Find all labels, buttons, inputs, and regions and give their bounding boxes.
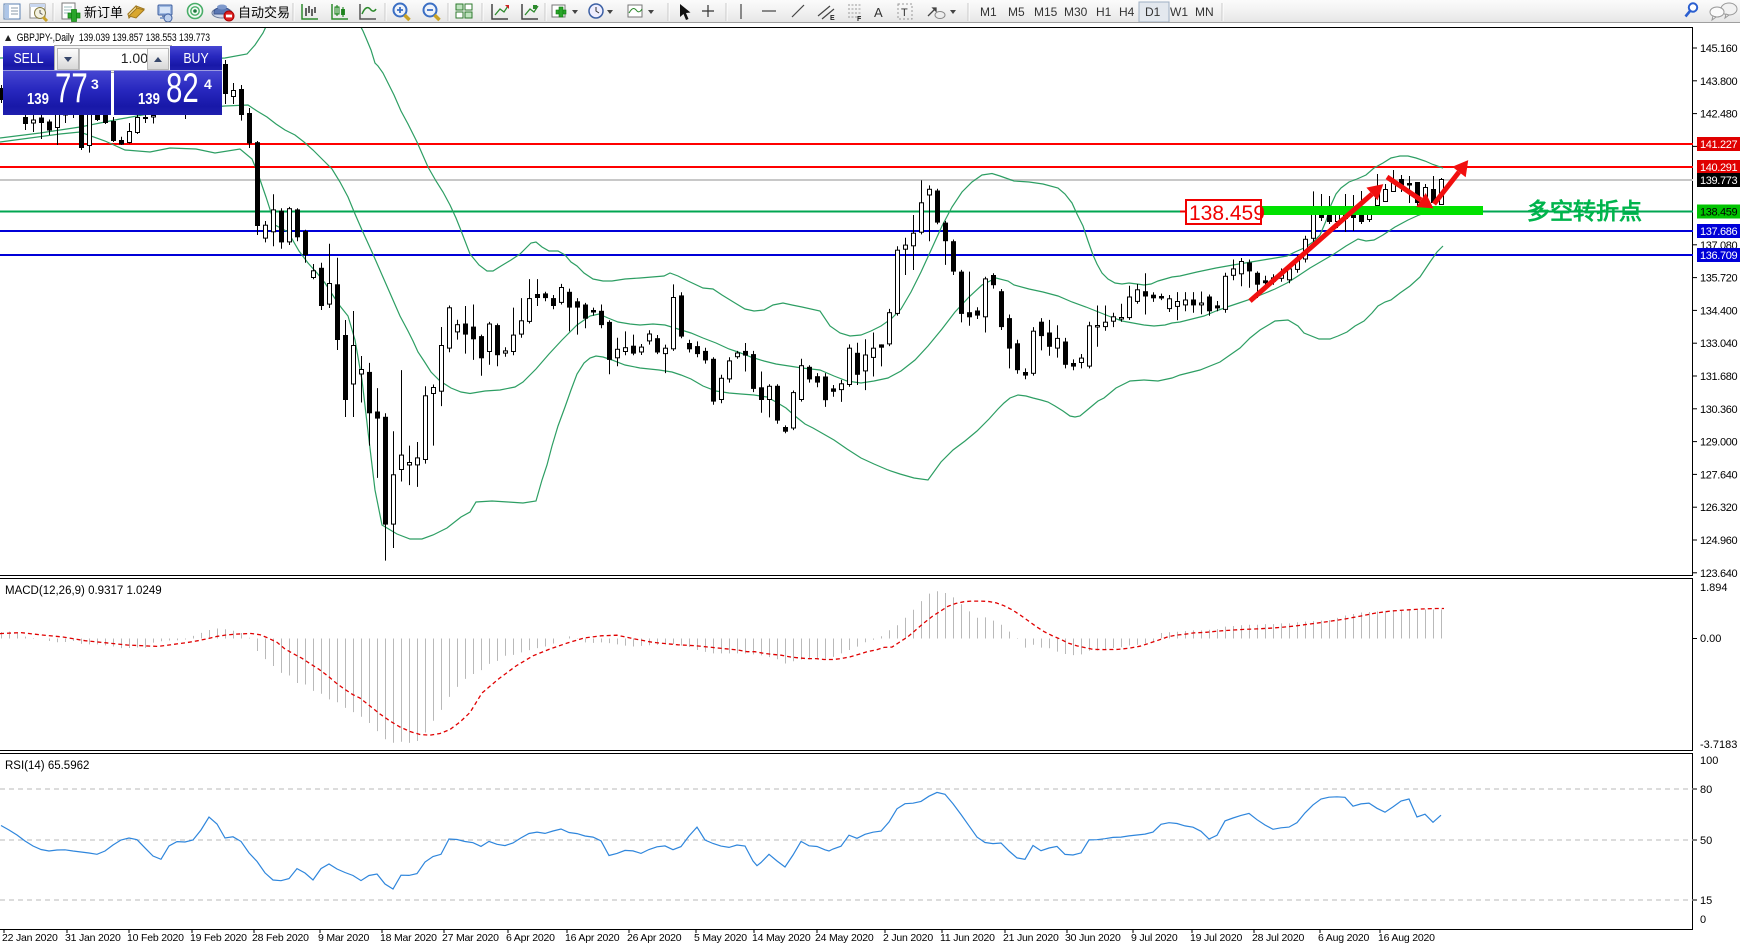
svg-text:0.00: 0.00	[1700, 633, 1721, 645]
svg-text:M30: M30	[1064, 5, 1088, 19]
svg-text:E: E	[830, 15, 835, 22]
svg-text:M5: M5	[1008, 5, 1025, 19]
svg-text:自动交易: 自动交易	[238, 5, 290, 20]
svg-text:D1: D1	[1145, 5, 1161, 19]
svg-text:135.720: 135.720	[1700, 273, 1738, 285]
svg-text:26 Apr 2020: 26 Apr 2020	[627, 932, 682, 944]
svg-text:50: 50	[1700, 835, 1712, 847]
svg-text:133.040: 133.040	[1700, 338, 1738, 350]
svg-text:MACD(12,26,9) 0.9317 1.0249: MACD(12,26,9) 0.9317 1.0249	[5, 585, 162, 597]
svg-text:H4: H4	[1119, 5, 1135, 19]
svg-text:138.459: 138.459	[1700, 207, 1738, 219]
svg-text:80: 80	[1700, 784, 1712, 796]
svg-text:138.459: 138.459	[1189, 202, 1265, 225]
svg-text:11 Jun 2020: 11 Jun 2020	[940, 932, 995, 944]
svg-text:145.160: 145.160	[1700, 43, 1738, 55]
svg-text:A: A	[874, 5, 883, 20]
svg-text:140.291: 140.291	[1700, 162, 1738, 174]
svg-text:141.227: 141.227	[1700, 139, 1738, 151]
svg-text:18 Mar 2020: 18 Mar 2020	[380, 932, 437, 944]
svg-text:22 Jan 2020: 22 Jan 2020	[2, 932, 58, 944]
svg-text:-3.7183: -3.7183	[1700, 739, 1737, 751]
svg-text:27 Mar 2020: 27 Mar 2020	[442, 932, 499, 944]
svg-text:28 Jul 2020: 28 Jul 2020	[1252, 932, 1304, 944]
svg-text:M15: M15	[1034, 5, 1058, 19]
svg-text:10 Feb 2020: 10 Feb 2020	[127, 932, 184, 944]
svg-text:0: 0	[1700, 914, 1706, 926]
svg-text:6 Aug 2020: 6 Aug 2020	[1318, 932, 1369, 944]
svg-text:24 May 2020: 24 May 2020	[815, 932, 874, 944]
svg-text:16 Aug 2020: 16 Aug 2020	[1378, 932, 1435, 944]
svg-text:130.360: 130.360	[1700, 404, 1738, 416]
svg-text:136.709: 136.709	[1700, 250, 1738, 262]
svg-text:19 Jul 2020: 19 Jul 2020	[1190, 932, 1242, 944]
svg-text:123.640: 123.640	[1700, 568, 1738, 580]
svg-text:6 Apr 2020: 6 Apr 2020	[506, 932, 555, 944]
svg-text:RSI(14) 65.5962: RSI(14) 65.5962	[5, 760, 89, 772]
svg-text:5 May 2020: 5 May 2020	[694, 932, 747, 944]
svg-text:T: T	[901, 7, 908, 19]
svg-text:129.000: 129.000	[1700, 437, 1738, 449]
svg-text:131.680: 131.680	[1700, 371, 1738, 383]
svg-text:30 Jun 2020: 30 Jun 2020	[1065, 932, 1121, 944]
svg-text:1.894: 1.894	[1700, 582, 1728, 594]
svg-text:134.400: 134.400	[1700, 305, 1738, 317]
svg-text:MN: MN	[1195, 5, 1214, 19]
svg-text:M1: M1	[980, 5, 997, 19]
svg-text:137.686: 137.686	[1700, 226, 1738, 238]
svg-text:16 Apr 2020: 16 Apr 2020	[565, 932, 620, 944]
svg-text:127.640: 127.640	[1700, 469, 1738, 481]
svg-text:H1: H1	[1096, 5, 1112, 19]
svg-text:28 Feb 2020: 28 Feb 2020	[252, 932, 309, 944]
svg-text:31 Jan 2020: 31 Jan 2020	[65, 932, 121, 944]
svg-text:124.960: 124.960	[1700, 535, 1738, 547]
svg-text:2 Jun 2020: 2 Jun 2020	[883, 932, 933, 944]
svg-text:W1: W1	[1170, 5, 1188, 19]
svg-text:143.800: 143.800	[1700, 76, 1738, 88]
svg-text:126.320: 126.320	[1700, 502, 1738, 514]
svg-text:15: 15	[1700, 895, 1712, 907]
svg-text:新订单: 新订单	[84, 5, 123, 20]
svg-text:19 Feb 2020: 19 Feb 2020	[190, 932, 247, 944]
svg-text:多空转折点: 多空转折点	[1527, 198, 1642, 224]
svg-text:100: 100	[1700, 755, 1718, 767]
svg-text:9 Jul 2020: 9 Jul 2020	[1131, 932, 1178, 944]
svg-text:14 May 2020: 14 May 2020	[752, 932, 811, 944]
svg-text:F: F	[857, 16, 862, 22]
svg-text:139.773: 139.773	[1700, 175, 1738, 187]
svg-text:21 Jun 2020: 21 Jun 2020	[1003, 932, 1059, 944]
svg-text:142.480: 142.480	[1700, 109, 1738, 121]
svg-text:9 Mar 2020: 9 Mar 2020	[318, 932, 369, 944]
